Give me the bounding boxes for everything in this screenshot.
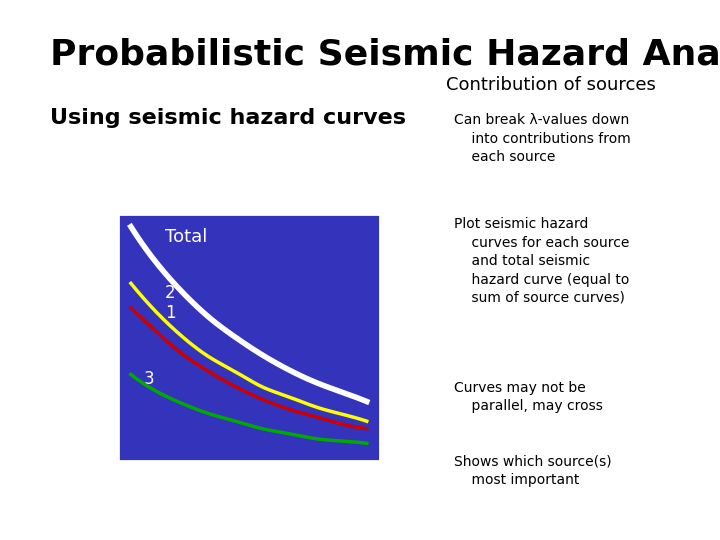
- Text: Can break λ-values down
    into contributions from
    each source: Can break λ-values down into contributio…: [454, 113, 630, 164]
- Text: 2: 2: [165, 284, 176, 302]
- Text: Probabilistic Seismic Hazard Analysis: Probabilistic Seismic Hazard Analysis: [50, 38, 720, 72]
- Text: $\mathit{a}$: $\mathit{a}$: [251, 465, 261, 481]
- Text: Total: Total: [165, 227, 207, 246]
- Text: Plot seismic hazard
    curves for each source
    and total seismic
    hazard : Plot seismic hazard curves for each sour…: [454, 217, 629, 305]
- Text: Contribution of sources: Contribution of sources: [446, 76, 656, 93]
- Text: log T: log T: [391, 303, 406, 341]
- Text: Using seismic hazard curves: Using seismic hazard curves: [50, 108, 406, 128]
- Text: log $\lambda$: log $\lambda$: [67, 303, 86, 341]
- Text: Shows which source(s)
    most important: Shows which source(s) most important: [454, 455, 611, 487]
- Text: 3: 3: [144, 370, 155, 388]
- Text: max: max: [263, 474, 287, 484]
- Text: Curves may not be
    parallel, may cross: Curves may not be parallel, may cross: [454, 381, 603, 413]
- Text: 1: 1: [165, 304, 176, 322]
- Text: $\mathit{a}_{max}$: $\mathit{a}_{max}$: [70, 339, 83, 367]
- Text: $\mathit{R}$: $\mathit{R}$: [392, 348, 405, 357]
